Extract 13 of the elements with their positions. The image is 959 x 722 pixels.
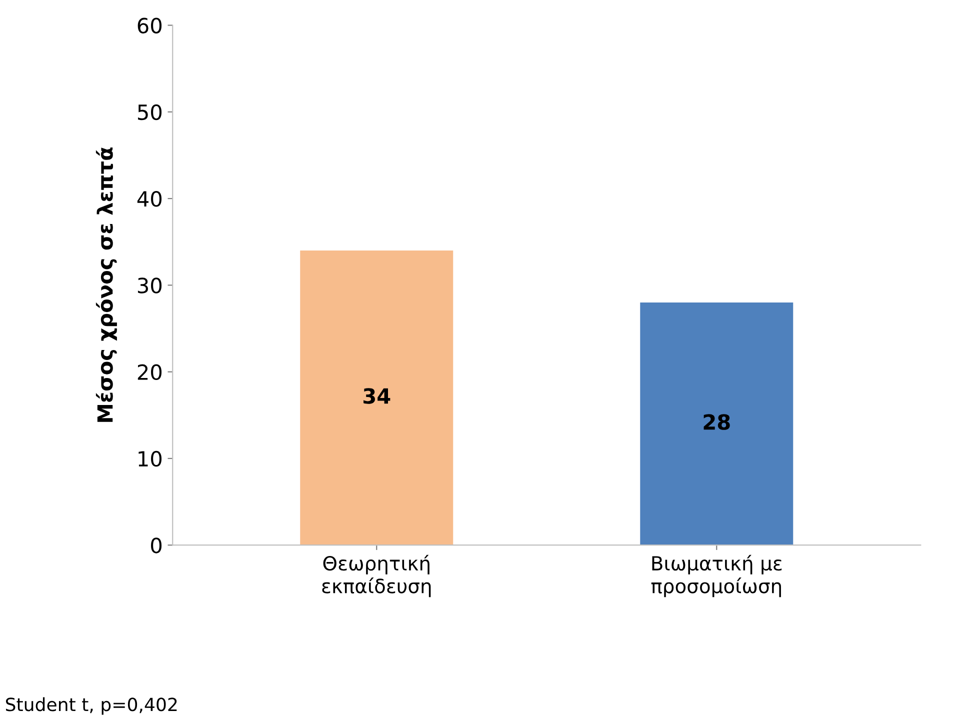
y-tick-label: 10 — [138, 450, 162, 467]
x-tick-label: Βιωματική με προσομοίωση — [651, 554, 782, 598]
y-tick-label: 50 — [138, 104, 162, 120]
x-tick-label: Θεωρητική εκπαίδευση — [322, 554, 431, 598]
text: Student t, p=0,402 — [6, 697, 177, 715]
y-tick-label: 20 — [138, 364, 162, 380]
data-label: 28 — [704, 414, 730, 430]
y-tick-label: 0 — [151, 538, 162, 554]
y-tick-label: 60 — [138, 18, 162, 34]
data-label: 34 — [364, 388, 390, 404]
y-axis-title: Μέσος χρόνος σε λεπτά — [96, 147, 117, 422]
y-tick-label: 40 — [137, 191, 162, 207]
y-tick-label: 30 — [138, 278, 162, 294]
